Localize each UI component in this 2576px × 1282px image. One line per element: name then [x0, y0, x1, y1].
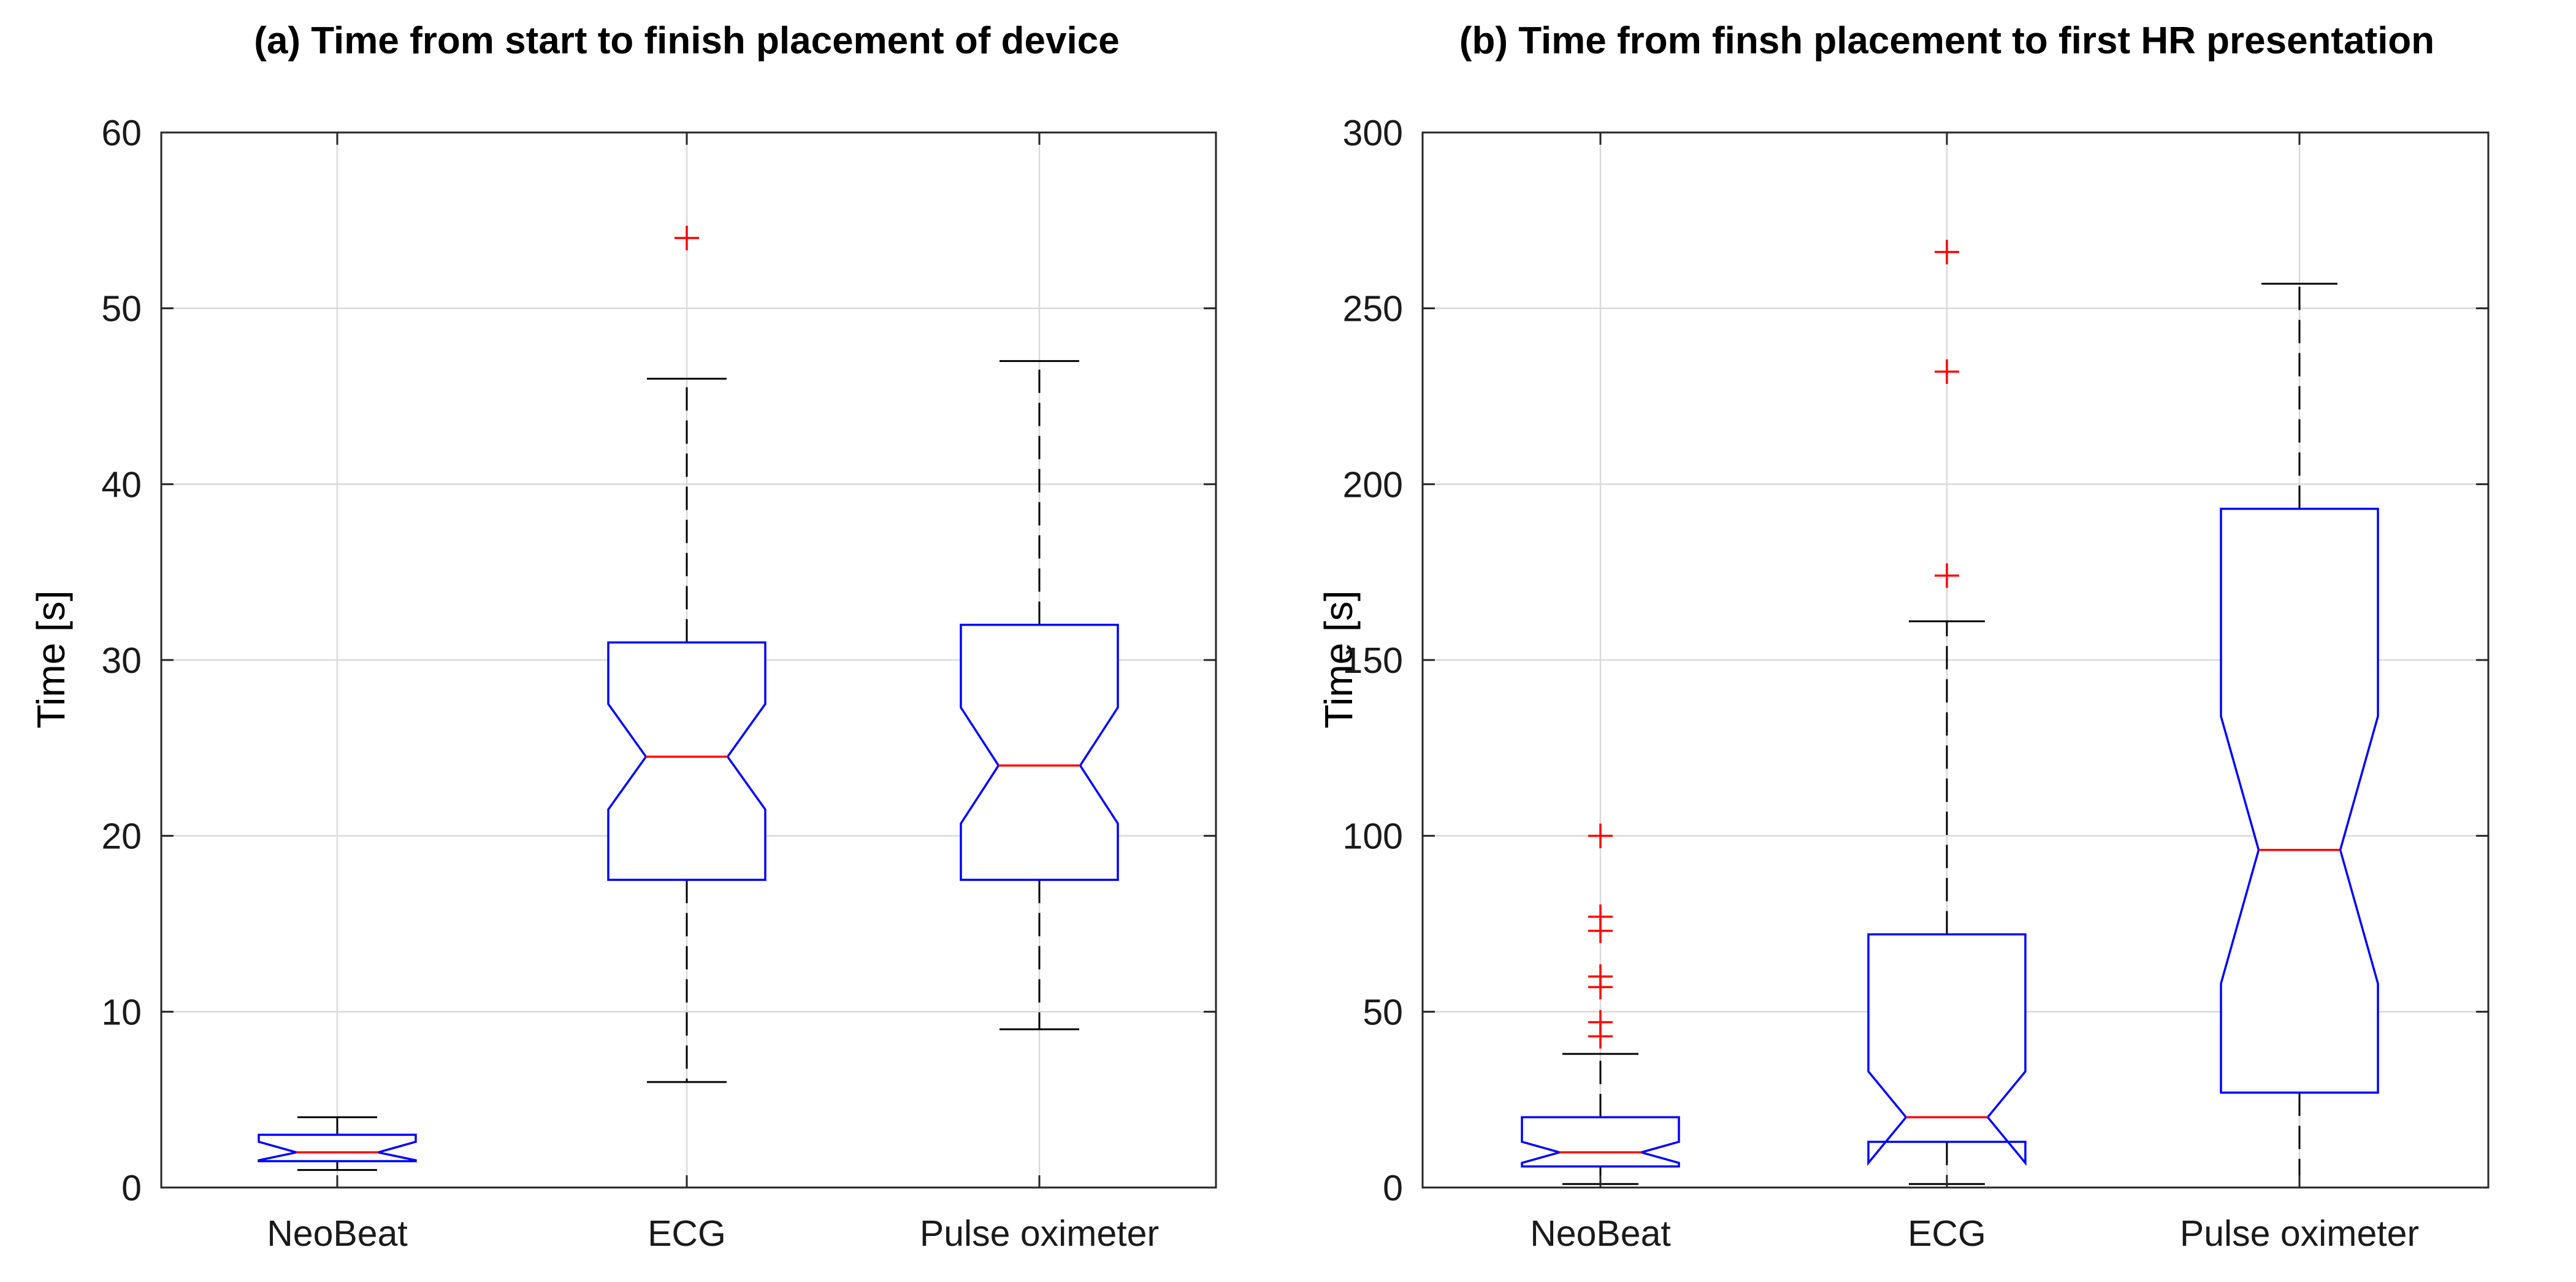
- x-tick-label-pulse-oximeter: Pulse oximeter: [2180, 1213, 2419, 1254]
- y-tick-label: 30: [101, 640, 142, 681]
- outlier-marker: [1588, 904, 1613, 929]
- x-tick-label-neobeat: NeoBeat: [1530, 1213, 1671, 1254]
- outlier-marker: [1588, 823, 1613, 848]
- outlier-marker: [1935, 563, 1959, 588]
- panel-a-title: (a) Time from start to finish placement …: [254, 20, 1119, 62]
- box-body: [2220, 507, 2379, 1094]
- y-tick-label: 100: [1343, 816, 1403, 857]
- box-pulse-oximeter: [960, 360, 1119, 1031]
- y-tick-label: 150: [1343, 640, 1403, 681]
- y-tick-label: 50: [101, 289, 142, 329]
- panel-b-ylabel: Time [s]: [1317, 590, 1361, 728]
- panel-a-boxes: [258, 226, 1119, 1171]
- y-tick-label: 20: [101, 816, 142, 857]
- y-tick-label: 300: [1343, 113, 1403, 153]
- box-ecg: [607, 226, 766, 1083]
- y-tick-label: 10: [101, 992, 142, 1032]
- x-tick-label-neobeat: NeoBeat: [267, 1213, 408, 1254]
- outlier-marker: [1588, 1010, 1613, 1035]
- x-tick-label-pulse-oximeter: Pulse oximeter: [920, 1213, 1159, 1254]
- y-tick-label: 200: [1343, 464, 1403, 505]
- x-tick-label-ecg: ECG: [648, 1213, 726, 1254]
- panel-b-title: (b) Time from finsh placement to first H…: [1459, 20, 2434, 62]
- box-body: [258, 1134, 417, 1162]
- y-tick-label: 40: [101, 464, 142, 505]
- box-neobeat: [1521, 823, 1680, 1185]
- outlier-marker: [1935, 359, 1959, 384]
- panel-a: (a) Time from start to finish placement …: [29, 20, 1217, 1254]
- box-neobeat: [258, 1116, 417, 1171]
- outlier-marker: [1588, 964, 1613, 989]
- panel-b: (b) Time from finsh placement to first H…: [1317, 20, 2490, 1254]
- box-ecg: [1867, 239, 2027, 1185]
- box-body: [960, 623, 1119, 881]
- x-tick-label-ecg: ECG: [1908, 1213, 1986, 1254]
- y-tick-label: 0: [121, 1168, 142, 1208]
- panel-a-ticks: 0 10 20 30 40 50 60 NeoBeat ECG Pulse oximeter: [101, 113, 1216, 1254]
- box-pulse-oximeter: [2220, 283, 2379, 1189]
- y-tick-label: 50: [1363, 992, 1403, 1032]
- y-tick-label: 250: [1343, 289, 1403, 329]
- outlier-marker: [1935, 239, 1959, 264]
- box-body: [607, 641, 766, 881]
- box-body: [1521, 1116, 1680, 1168]
- panel-b-boxes: [1521, 239, 2379, 1189]
- panel-b-ticks: 0 50 100 150 200 250 300 NeoBeat ECG Pulse oximet…: [1343, 113, 2488, 1254]
- panel-a-ylabel: Time [s]: [29, 590, 73, 728]
- outlier-marker: [675, 226, 699, 250]
- y-tick-label: 60: [101, 113, 142, 153]
- y-tick-label: 0: [1383, 1168, 1403, 1208]
- box-body: [1867, 933, 2027, 1166]
